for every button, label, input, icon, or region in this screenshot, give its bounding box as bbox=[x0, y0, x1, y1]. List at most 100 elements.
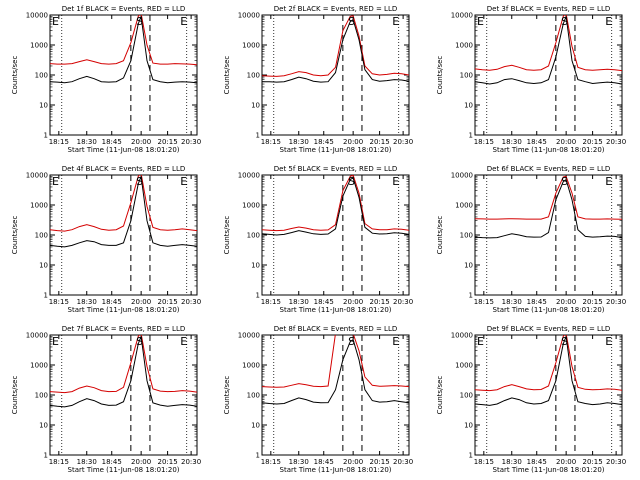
x-tick-label: 20:00 bbox=[343, 458, 363, 466]
x-tick-label: 18:30 bbox=[502, 138, 522, 146]
x-tick-label: 18:15 bbox=[261, 298, 281, 306]
start-marker-label: E bbox=[52, 335, 59, 348]
y-tick-label: 10 bbox=[464, 262, 473, 270]
y-axis-label: Counts/sec bbox=[436, 216, 444, 255]
flare-marker-label: S bbox=[348, 175, 355, 188]
end-marker-label: E bbox=[392, 175, 399, 188]
chart-panel-3: Det 3f BLACK = Events, RED = LLD 1 10 100 10… bbox=[436, 5, 626, 154]
chart-title: Det 1f BLACK = Events, RED = LLD bbox=[62, 5, 185, 13]
x-tick-label: 20:30 bbox=[181, 458, 201, 466]
chart-title: Det 3f BLACK = Events, RED = LLD bbox=[487, 5, 610, 13]
events-series-line bbox=[262, 18, 409, 83]
lld-series-line bbox=[262, 335, 409, 388]
x-tick-label: 20:15 bbox=[370, 298, 390, 306]
lld-series-line bbox=[50, 335, 197, 394]
y-tick-label: 1 bbox=[469, 452, 473, 460]
x-tick-label: 18:45 bbox=[314, 138, 334, 146]
chart-title: Det 9f BLACK = Events, RED = LLD bbox=[487, 325, 610, 333]
events-series-line bbox=[475, 336, 622, 406]
y-tick-label: 10000 bbox=[238, 332, 260, 340]
y-tick-label: 100 bbox=[35, 72, 48, 80]
y-tick-label: 10 bbox=[464, 422, 473, 430]
y-tick-label: 100 bbox=[460, 232, 473, 240]
x-tick-label: 18:45 bbox=[102, 458, 122, 466]
x-axis-label: Start Time (11-Jun-08 18:01:20) bbox=[493, 466, 605, 474]
x-tick-label: 20:30 bbox=[181, 138, 201, 146]
end-marker-label: E bbox=[392, 15, 399, 28]
chart-title: Det 2f BLACK = Events, RED = LLD bbox=[274, 5, 397, 13]
x-tick-label: 20:15 bbox=[158, 298, 178, 306]
start-marker-label: E bbox=[477, 15, 484, 28]
chart-panel-1: Det 1f BLACK = Events, RED = LLD 1 10 100 10… bbox=[11, 5, 201, 154]
events-series-line bbox=[262, 177, 409, 236]
plot-frame bbox=[261, 174, 410, 296]
y-tick-label: 1000 bbox=[455, 42, 473, 50]
chart-panel-5: Det 5f BLACK = Events, RED = LLD 1 10 100 10… bbox=[223, 165, 413, 314]
chart-panel-2: Det 2f BLACK = Events, RED = LLD 1 10 100 10… bbox=[223, 5, 413, 154]
x-tick-label: 18:30 bbox=[77, 298, 97, 306]
x-tick-label: 18:15 bbox=[474, 138, 494, 146]
x-tick-label: 20:15 bbox=[583, 458, 603, 466]
x-tick-label: 18:30 bbox=[77, 138, 97, 146]
y-tick-label: 10 bbox=[39, 102, 48, 110]
y-tick-label: 1 bbox=[256, 132, 260, 140]
chart-title: Det 4f BLACK = Events, RED = LLD bbox=[62, 165, 185, 173]
events-series-line bbox=[475, 16, 622, 85]
plot-frame bbox=[49, 174, 198, 296]
x-tick-label: 20:15 bbox=[370, 138, 390, 146]
y-tick-label: 10000 bbox=[451, 172, 473, 180]
end-marker-label: E bbox=[605, 175, 612, 188]
start-marker-label: E bbox=[52, 175, 59, 188]
y-tick-label: 100 bbox=[247, 392, 260, 400]
x-axis-label: Start Time (11-Jun-08 18:01:20) bbox=[493, 306, 605, 314]
x-axis-label: Start Time (11-Jun-08 18:01:20) bbox=[68, 466, 180, 474]
x-tick-label: 18:45 bbox=[527, 298, 547, 306]
flare-marker-label: S bbox=[561, 15, 568, 28]
x-tick-label: 18:15 bbox=[49, 458, 69, 466]
y-axis-label: Counts/sec bbox=[436, 376, 444, 415]
y-tick-label: 1 bbox=[44, 292, 48, 300]
y-tick-label: 1000 bbox=[455, 202, 473, 210]
y-axis-label: Counts/sec bbox=[11, 56, 19, 95]
y-tick-label: 100 bbox=[247, 72, 260, 80]
y-tick-label: 1 bbox=[44, 132, 48, 140]
y-tick-label: 10000 bbox=[26, 12, 48, 20]
x-tick-label: 18:30 bbox=[289, 458, 309, 466]
y-tick-label: 10 bbox=[251, 102, 260, 110]
x-tick-label: 18:15 bbox=[261, 138, 281, 146]
y-tick-label: 1000 bbox=[30, 202, 48, 210]
x-tick-label: 18:15 bbox=[474, 458, 494, 466]
y-tick-label: 10000 bbox=[26, 172, 48, 180]
x-tick-label: 18:15 bbox=[474, 298, 494, 306]
chart-panel-6: Det 6f BLACK = Events, RED = LLD 1 10 100 10… bbox=[436, 165, 626, 314]
x-tick-label: 20:30 bbox=[181, 298, 201, 306]
y-tick-label: 10 bbox=[464, 102, 473, 110]
chart-panel-7: Det 7f BLACK = Events, RED = LLD 1 10 100 10… bbox=[11, 325, 201, 474]
plot-frame bbox=[49, 14, 198, 136]
lld-series-line bbox=[475, 335, 622, 392]
x-tick-label: 20:00 bbox=[343, 138, 363, 146]
flare-marker-label: S bbox=[561, 335, 568, 348]
y-tick-label: 100 bbox=[460, 392, 473, 400]
start-marker-label: E bbox=[52, 15, 59, 28]
y-tick-label: 1 bbox=[256, 292, 260, 300]
y-tick-label: 10000 bbox=[451, 332, 473, 340]
x-tick-label: 18:15 bbox=[261, 458, 281, 466]
flare-marker-label: S bbox=[136, 15, 143, 28]
x-tick-label: 20:15 bbox=[583, 138, 603, 146]
lld-series-line bbox=[475, 15, 622, 72]
y-axis-label: Counts/sec bbox=[223, 56, 231, 95]
y-tick-label: 1000 bbox=[242, 362, 260, 370]
flare-marker-label: S bbox=[136, 335, 143, 348]
x-tick-label: 20:30 bbox=[393, 298, 413, 306]
x-tick-label: 20:00 bbox=[343, 298, 363, 306]
x-tick-label: 20:15 bbox=[370, 458, 390, 466]
lld-series-line bbox=[50, 175, 197, 232]
y-tick-label: 10000 bbox=[26, 332, 48, 340]
x-axis-label: Start Time (11-Jun-08 18:01:20) bbox=[280, 146, 392, 154]
x-tick-label: 18:15 bbox=[49, 298, 69, 306]
y-tick-label: 100 bbox=[35, 392, 48, 400]
events-series-line bbox=[50, 176, 197, 248]
y-tick-label: 100 bbox=[247, 232, 260, 240]
